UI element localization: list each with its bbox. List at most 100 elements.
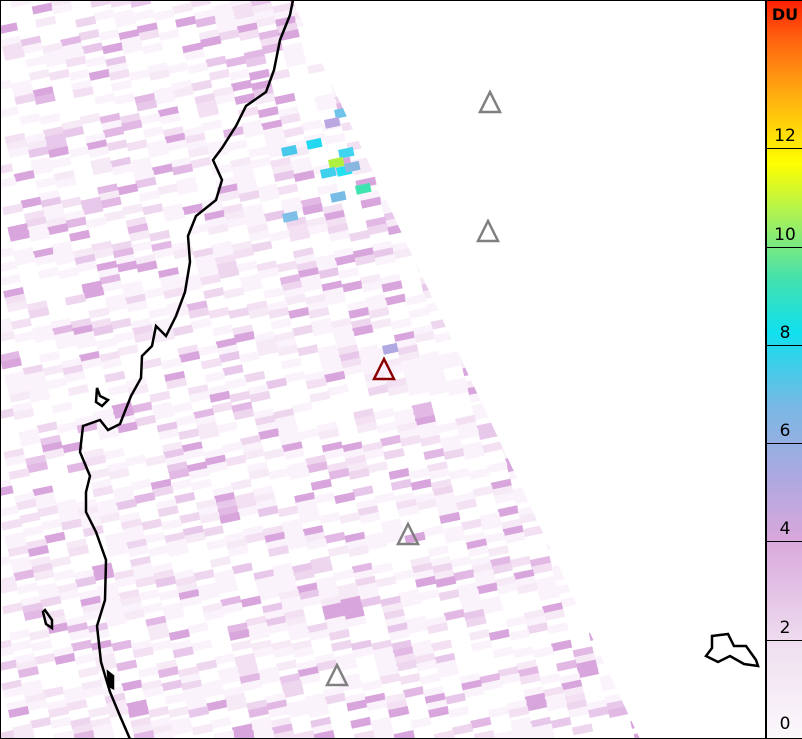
so2-pixel xyxy=(63,48,85,61)
so2-pixel xyxy=(305,377,328,390)
so2-pixel xyxy=(235,15,257,28)
so2-pixel xyxy=(235,176,257,189)
so2-pixel xyxy=(548,467,570,480)
so2-pixel xyxy=(88,145,110,158)
so2-pixel xyxy=(217,505,239,518)
so2-pixel xyxy=(555,337,577,350)
so2-pixel xyxy=(494,92,516,105)
so2-pixel xyxy=(430,317,452,330)
so2-pixel xyxy=(382,126,405,139)
so2-pixel xyxy=(344,692,366,705)
so2-pixel xyxy=(433,331,456,343)
so2-pixel xyxy=(511,723,534,736)
so2-pixel xyxy=(640,435,661,447)
so2-pixel xyxy=(248,306,270,319)
so2-pixel xyxy=(392,646,414,659)
so2-pixel xyxy=(212,247,235,260)
so2-pixel xyxy=(346,538,368,551)
so2-pixel xyxy=(416,659,438,672)
so2-pixel xyxy=(152,86,174,99)
so2-pixel xyxy=(126,139,148,152)
so2-pixel xyxy=(125,454,147,467)
so2-pixel xyxy=(3,287,25,300)
so2-pixel xyxy=(52,324,74,337)
so2-pixel xyxy=(114,92,136,105)
so2-pixel xyxy=(32,324,54,337)
so2-pixel xyxy=(7,545,30,558)
so2-pixel xyxy=(46,699,68,712)
so2-pixel xyxy=(181,679,203,692)
so2-pixel xyxy=(535,498,558,511)
so2-pixel xyxy=(646,139,667,151)
so2-pixel xyxy=(75,15,97,28)
so2-pixel xyxy=(395,15,417,28)
so2-pixel xyxy=(167,62,189,75)
so2-pixel xyxy=(225,377,248,390)
so2-pixel xyxy=(371,163,394,176)
so2-pixel xyxy=(380,595,402,608)
so2-pixel xyxy=(96,582,119,595)
so2-pixel xyxy=(436,659,458,672)
so2-pixel xyxy=(365,377,388,390)
so2-pixel xyxy=(348,306,370,319)
so2-pixel xyxy=(330,639,353,652)
so2-pixel xyxy=(143,287,165,300)
so2-pixel xyxy=(256,260,278,273)
so2-pixel xyxy=(574,253,596,266)
so2-pixel xyxy=(495,575,517,588)
so2-pixel xyxy=(274,92,296,105)
so2-pixel xyxy=(299,511,321,524)
so2-pixel xyxy=(105,55,127,68)
so2-pixel xyxy=(42,364,64,377)
so2-pixel xyxy=(212,86,234,99)
so2-pixel xyxy=(366,139,388,152)
so2-pixel xyxy=(438,189,461,202)
so2-pixel xyxy=(478,267,500,280)
so2-pixel xyxy=(297,505,319,518)
so2-pixel xyxy=(569,390,591,403)
so2-pixel xyxy=(441,441,463,454)
so2-pixel xyxy=(203,287,225,300)
so2-pixel xyxy=(512,324,534,337)
so2-pixel xyxy=(305,454,327,467)
so2-pixel xyxy=(646,538,667,550)
so2-pixel xyxy=(641,519,662,531)
so2-pixel xyxy=(439,350,461,363)
so2-pixel xyxy=(269,229,291,242)
so2-pixel xyxy=(168,628,191,641)
so2-pixel xyxy=(617,183,639,196)
so2-pixel xyxy=(239,672,261,685)
so2-pixel xyxy=(128,705,150,718)
so2-pixel xyxy=(30,639,53,652)
so2-pixel xyxy=(422,525,444,538)
so2-pixel xyxy=(228,306,250,319)
so2-pixel xyxy=(623,48,640,61)
so2-pixel xyxy=(63,209,86,222)
so2-pixel xyxy=(231,163,254,176)
so2-pixel xyxy=(534,414,557,427)
so2-pixel xyxy=(507,384,529,397)
so2-pixel xyxy=(481,42,504,55)
so2-pixel xyxy=(511,163,534,176)
so2-pixel xyxy=(311,2,333,15)
so2-pixel xyxy=(50,0,72,8)
so2-pixel xyxy=(551,2,573,15)
so2-pixel xyxy=(361,441,383,454)
so2-pixel xyxy=(124,531,146,544)
so2-pixel xyxy=(137,666,160,679)
so2-pixel xyxy=(133,9,155,22)
so2-pixel-high xyxy=(306,137,323,150)
so2-pixel xyxy=(73,331,96,343)
so2-pixel xyxy=(314,652,336,665)
so2-pixel xyxy=(341,119,363,132)
so2-pixel xyxy=(149,229,171,242)
so2-pixel xyxy=(85,55,107,68)
so2-pixel xyxy=(337,344,359,357)
so2-pixel xyxy=(233,9,255,22)
so2-pixel xyxy=(286,461,309,474)
so2-pixel xyxy=(530,716,552,729)
so2-pixel xyxy=(522,686,545,699)
so2-pixel xyxy=(44,132,66,145)
so2-pixel xyxy=(196,582,219,595)
so2-pixel xyxy=(637,183,640,196)
